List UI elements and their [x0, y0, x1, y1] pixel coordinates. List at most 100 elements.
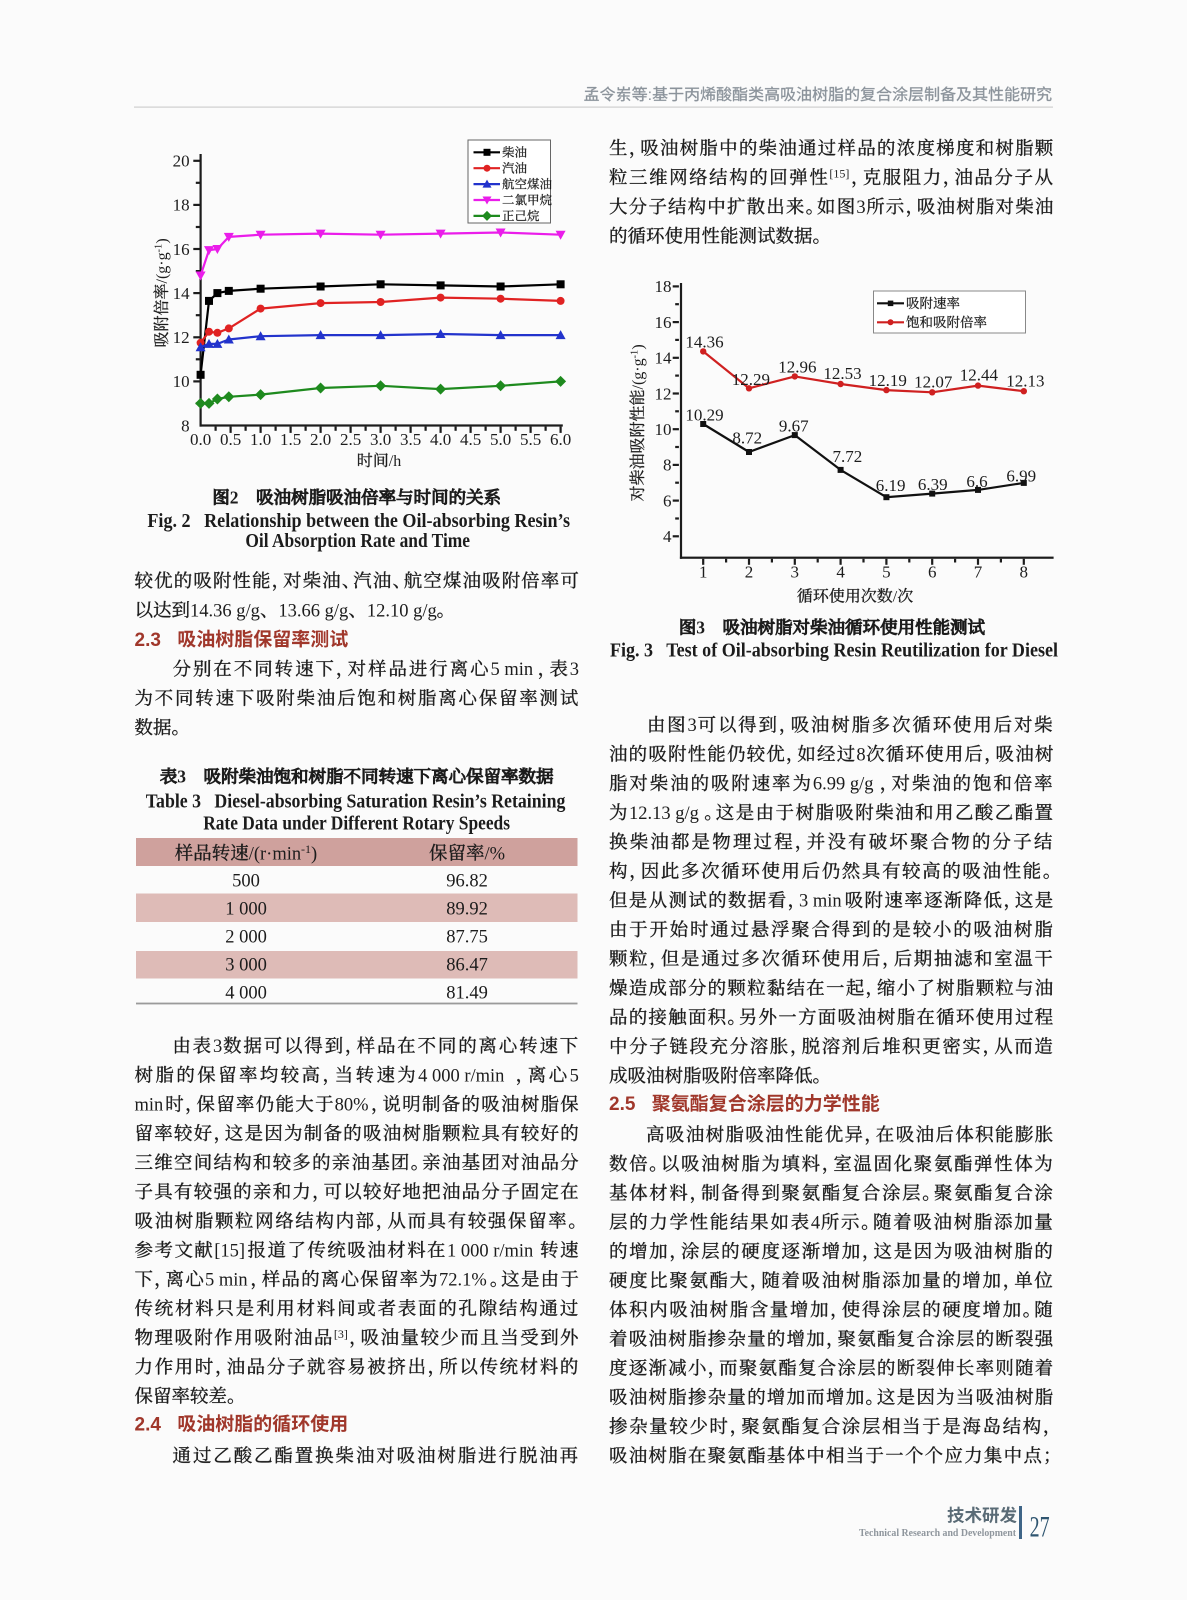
svg-text:16: 16	[655, 313, 672, 332]
svg-text:/h: /h	[389, 453, 401, 470]
svg-text:2.5: 2.5	[340, 430, 361, 449]
svg-text:86.47: 86.47	[446, 955, 488, 975]
svg-text:20: 20	[173, 152, 190, 171]
svg-text:14: 14	[655, 349, 673, 368]
svg-text:-1: -1	[301, 842, 311, 856]
svg-text:3: 3	[687, 716, 696, 736]
svg-text:10.29: 10.29	[685, 405, 723, 424]
svg-text:2.5: 2.5	[609, 1094, 636, 1115]
svg-text:[15]: [15]	[214, 1241, 245, 1261]
svg-text:1.5: 1.5	[280, 430, 301, 449]
svg-text:80%: 80%	[335, 1096, 369, 1116]
svg-text:Table 3 Diesel-absorbing Sat: Table 3 Diesel-absorbing Saturation Resi…	[146, 791, 566, 813]
svg-text:6.99 g/g: 6.99 g/g	[813, 775, 874, 795]
svg-text:89.92: 89.92	[446, 899, 488, 919]
svg-text:12.13 g/g: 12.13 g/g	[629, 804, 699, 824]
svg-text:14.36 g/g: 14.36 g/g	[190, 601, 260, 621]
svg-text:2 000: 2 000	[225, 927, 267, 947]
svg-text:10: 10	[655, 420, 672, 439]
svg-text:3.0: 3.0	[370, 430, 391, 449]
svg-text:12: 12	[655, 384, 672, 403]
svg-text:/%: /%	[485, 844, 506, 864]
svg-text:14: 14	[173, 284, 191, 303]
svg-text:6.6: 6.6	[966, 472, 987, 491]
svg-text:4: 4	[836, 562, 845, 581]
svg-text:4 000 r/min: 4 000 r/min	[418, 1066, 504, 1086]
svg-text:5: 5	[882, 562, 891, 581]
svg-text:1 000 r/min: 1 000 r/min	[447, 1241, 533, 1261]
svg-text:8: 8	[663, 456, 672, 475]
svg-text:6.19: 6.19	[876, 476, 906, 495]
svg-text:27: 27	[1030, 1510, 1050, 1543]
svg-text:8: 8	[856, 745, 865, 765]
svg-text:6: 6	[663, 491, 672, 510]
svg-text:5.0: 5.0	[490, 430, 511, 449]
svg-text:Fig. 2 Relationship between: Fig. 2 Relationship between the Oil-abso…	[147, 510, 570, 532]
svg-text:12.07: 12.07	[914, 372, 953, 391]
svg-text:4: 4	[811, 1213, 820, 1233]
svg-text:3: 3	[570, 660, 579, 680]
svg-text:-1: -1	[630, 350, 641, 359]
svg-text:2.4: 2.4	[135, 1414, 162, 1435]
svg-text:4.5: 4.5	[460, 430, 481, 449]
svg-text:12: 12	[173, 328, 190, 347]
svg-text:3: 3	[696, 617, 705, 637]
svg-text:81.49: 81.49	[446, 983, 488, 1003]
svg-text:9.67: 9.67	[779, 416, 809, 435]
svg-text:3 000: 3 000	[225, 955, 267, 975]
svg-text:3: 3	[856, 198, 865, 218]
svg-text:12.44: 12.44	[960, 366, 999, 385]
svg-text:72.1%: 72.1%	[439, 1271, 487, 1291]
svg-text:): )	[154, 238, 171, 243]
svg-text:/(r·min: /(r·min	[249, 844, 301, 864]
svg-text:0.5: 0.5	[220, 430, 241, 449]
svg-text::: :	[648, 87, 652, 104]
svg-text:8.72: 8.72	[732, 429, 762, 448]
svg-text:4 000: 4 000	[225, 983, 267, 1003]
svg-text:3.5: 3.5	[400, 430, 421, 449]
svg-text:8: 8	[181, 416, 190, 435]
svg-text:87.75: 87.75	[446, 927, 488, 947]
svg-text:-1: -1	[154, 244, 165, 253]
svg-text:/(g·g: /(g·g	[630, 358, 647, 389]
svg-text:12.96: 12.96	[778, 358, 816, 377]
svg-text:3: 3	[791, 562, 800, 581]
svg-text:3: 3	[177, 767, 186, 787]
svg-text:12.10 g/g: 12.10 g/g	[367, 601, 437, 621]
svg-text:12.19: 12.19	[869, 371, 907, 390]
svg-text:1.0: 1.0	[250, 430, 271, 449]
svg-text:[15]: [15]	[829, 167, 849, 181]
svg-text:7: 7	[974, 562, 983, 581]
svg-text:2: 2	[745, 562, 754, 581]
svg-text:Oil Absorption Rate and Time: Oil Absorption Rate and Time	[245, 530, 470, 552]
svg-text:12.29: 12.29	[732, 370, 770, 389]
svg-text:18: 18	[173, 196, 190, 215]
svg-text:6: 6	[928, 562, 937, 581]
svg-text:18: 18	[655, 277, 672, 296]
svg-text:8: 8	[1020, 562, 1029, 581]
svg-text:/(g·g: /(g·g	[154, 252, 171, 283]
svg-text:1 000: 1 000	[225, 899, 267, 919]
svg-text:/: /	[893, 589, 898, 606]
svg-text:): )	[311, 844, 317, 864]
svg-text:7.72: 7.72	[833, 447, 863, 466]
svg-text:6.0: 6.0	[550, 430, 571, 449]
svg-text:16: 16	[173, 240, 190, 259]
svg-text:2.0: 2.0	[310, 430, 331, 449]
svg-text:6.99: 6.99	[1006, 466, 1036, 485]
svg-text:12.53: 12.53	[823, 364, 861, 383]
svg-text:[3]: [3]	[334, 1327, 348, 1341]
svg-text:96.82: 96.82	[446, 871, 488, 891]
svg-text:6.39: 6.39	[918, 475, 948, 494]
svg-text:5 min: 5 min	[490, 660, 533, 680]
svg-text:4.0: 4.0	[430, 430, 451, 449]
svg-text:3 min: 3 min	[799, 892, 842, 912]
svg-text:): )	[630, 344, 647, 349]
svg-text:5.5: 5.5	[520, 430, 541, 449]
svg-text:10: 10	[173, 372, 190, 391]
svg-text:Technical Research and Develop: Technical Research and Development	[859, 1527, 1016, 1539]
svg-text:2.3: 2.3	[135, 630, 161, 651]
svg-text:500: 500	[232, 871, 260, 891]
svg-text:4: 4	[663, 527, 672, 546]
svg-text:2: 2	[230, 487, 239, 507]
